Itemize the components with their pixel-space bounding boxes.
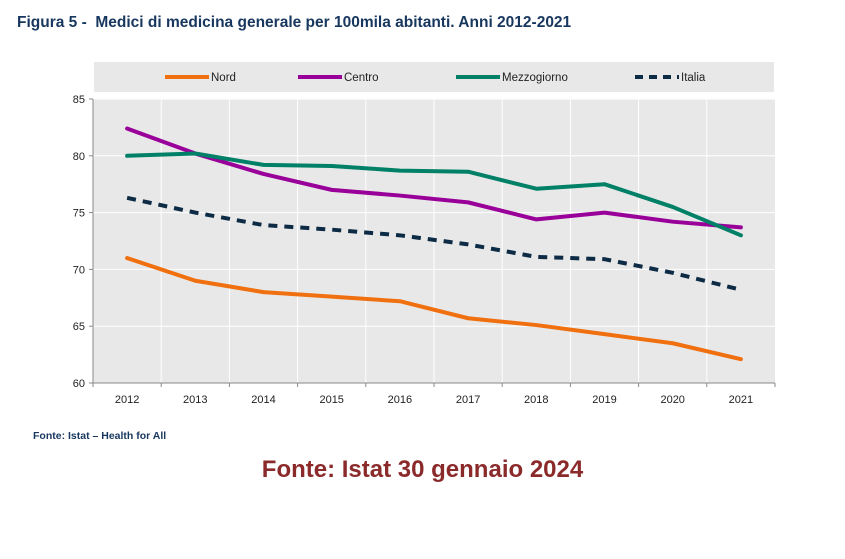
x-tick-label: 2016 <box>388 394 412 406</box>
x-tick-label: 2020 <box>660 394 684 406</box>
y-tick-label: 70 <box>73 264 85 276</box>
y-tick-label: 60 <box>73 378 85 390</box>
series-italia-line <box>126 195 742 292</box>
legend-label-italia: Italia <box>681 72 706 84</box>
series-mezzogiorno-line <box>125 151 743 238</box>
date-note: Fonte: Istat 30 gennaio 2024 <box>261 456 584 483</box>
x-tick-label: 2015 <box>319 394 343 406</box>
x-tick-label: 2018 <box>524 394 548 406</box>
legend-label-nord: Nord <box>211 72 236 84</box>
line-chart: 60 65 70 75 80 85 2012 2013 2014 2015 2016 2017 2018… <box>73 62 776 406</box>
series-centro-line <box>125 126 743 230</box>
x-tick-label: 2013 <box>183 394 207 406</box>
x-tick-label: 2012 <box>115 394 139 406</box>
legend-label-centro: Centro <box>344 72 379 84</box>
y-tick-label: 75 <box>73 208 85 220</box>
source-note: Fonte: Istat – Health for All <box>33 430 167 442</box>
y-tick-label: 80 <box>73 151 85 163</box>
x-tick-label: 2019 <box>592 394 616 406</box>
series-nord-line <box>125 256 743 362</box>
x-tick-label: 2014 <box>251 394 275 406</box>
legend-label-mezzogiorno: Mezzogiorno <box>502 72 568 84</box>
x-tick-label: 2017 <box>456 394 480 406</box>
y-tick-label: 85 <box>73 94 85 106</box>
y-tick-label: 65 <box>73 321 85 333</box>
x-tick-label: 2021 <box>729 394 753 406</box>
chart-title: Figura 5 - Medici di medicina generale p… <box>17 14 572 31</box>
